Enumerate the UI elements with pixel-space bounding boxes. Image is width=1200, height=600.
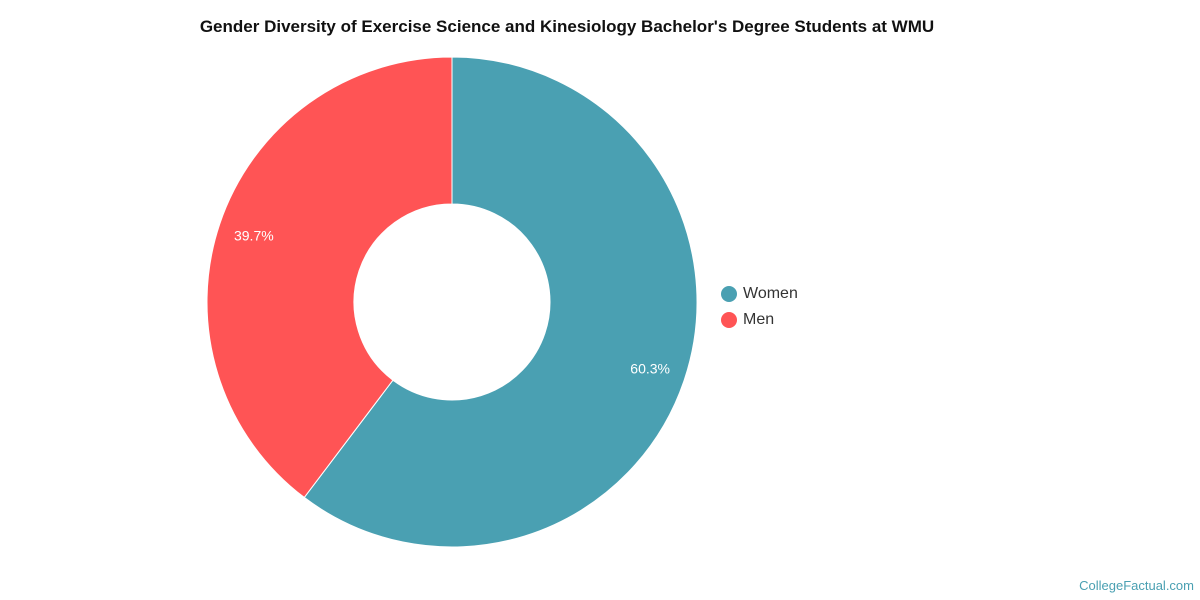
legend: Women Men: [721, 281, 798, 333]
slice-women[interactable]: [303, 56, 698, 548]
data-label-women: 60.3%: [630, 360, 670, 376]
legend-marker-women: [721, 286, 737, 302]
legend-label-men: Men: [743, 311, 775, 328]
data-label-men: 39.7%: [234, 228, 274, 244]
chart-title: Gender Diversity of Exercise Science and…: [199, 17, 935, 36]
credit-link[interactable]: CollegeFactual.com: [1079, 578, 1194, 593]
legend-item-men[interactable]: Men: [721, 307, 798, 333]
legend-marker-men: [721, 312, 737, 328]
legend-item-women[interactable]: Women: [721, 281, 798, 307]
legend-label-women: Women: [743, 285, 798, 302]
slice-men[interactable]: [206, 56, 453, 499]
